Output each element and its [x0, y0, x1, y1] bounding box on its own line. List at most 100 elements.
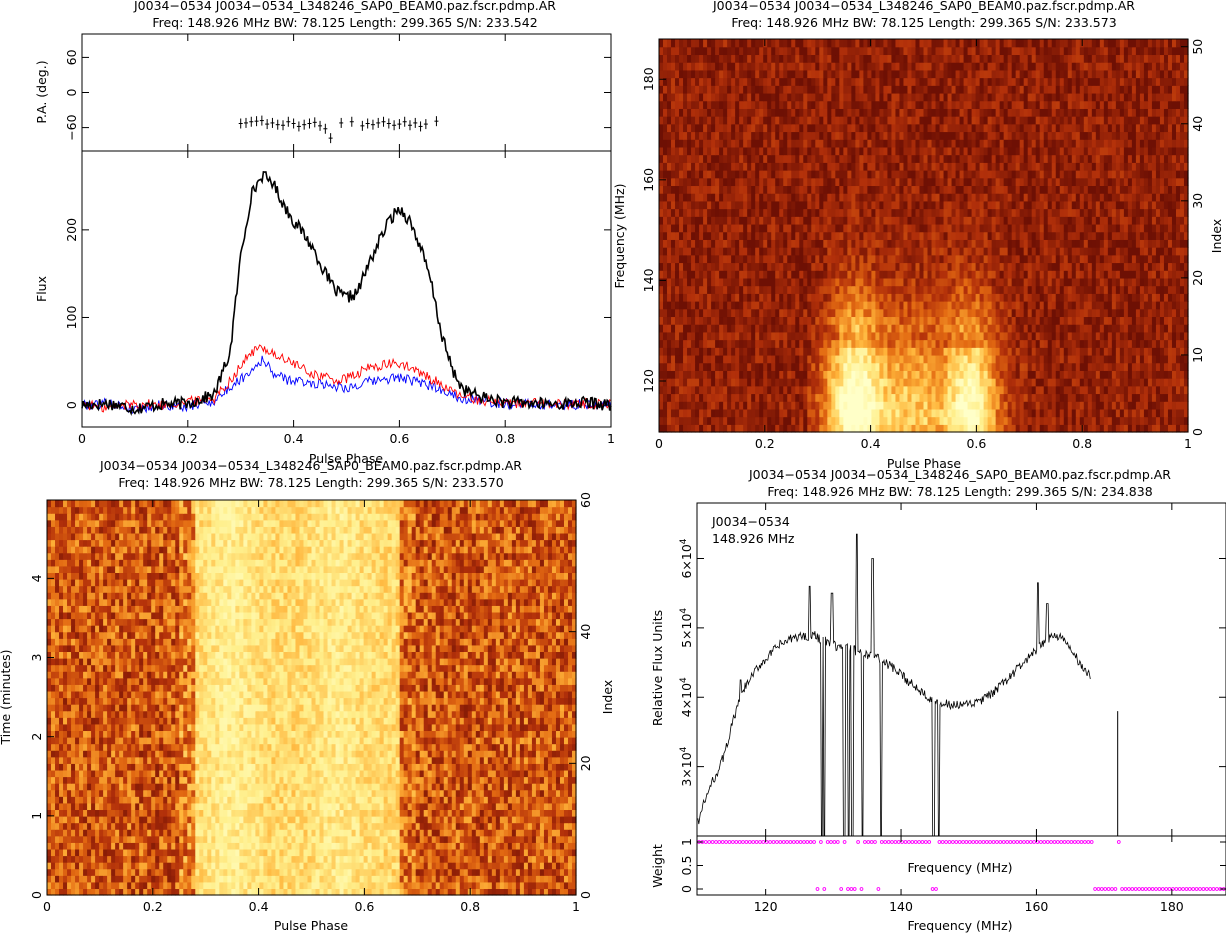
freq-phase-cell [1171, 408, 1177, 418]
freq-phase-cell [827, 339, 832, 348]
freq-phase-cell [1159, 223, 1165, 233]
freq-phase-cell [1075, 208, 1081, 217]
freq-phase-cell [995, 339, 1001, 348]
freq-phase-cell [971, 170, 977, 179]
freq-phase-cell [1047, 200, 1053, 210]
freq-phase-cell [1035, 370, 1041, 379]
freq-phase-cell [735, 193, 740, 202]
freq-phase-cell [859, 162, 864, 171]
freq-phase-cell [1099, 231, 1105, 240]
freq-phase-cell [791, 370, 796, 379]
freq-phase-cell [883, 277, 889, 287]
freq-phase-cell [771, 385, 776, 395]
freq-phase-cell [687, 200, 692, 210]
freq-phase-cell [871, 231, 877, 240]
freq-phase-cell [1083, 385, 1089, 395]
freq-phase-cell [939, 170, 945, 179]
freq-phase-cell [907, 408, 913, 418]
freq-phase-cell [967, 177, 973, 187]
freq-phase-cell [935, 162, 941, 171]
pa-y-tick-label: 60 [64, 49, 79, 65]
freq-phase-cell [1175, 339, 1181, 348]
freq-phase-cell [975, 285, 981, 294]
freq-phase-cell [1143, 408, 1149, 418]
freq-phase-cell [1043, 277, 1049, 287]
freq-phase-cell [791, 316, 796, 325]
freq-phase-cell [787, 239, 792, 248]
freq-phase-cell [991, 293, 997, 302]
freq-phase-cell [1159, 185, 1165, 194]
freq-phase-cell [687, 277, 692, 287]
freq-phase-cell [675, 216, 680, 225]
freq-phase-cell [1083, 416, 1089, 425]
freq-phase-cell [1175, 239, 1181, 248]
freq-phase-cell [939, 285, 945, 294]
freq-phase-cell [1147, 378, 1153, 387]
freq-phase-cell [991, 193, 997, 202]
freq-phase-cell [659, 239, 664, 248]
freq-phase-cell [911, 170, 917, 179]
freq-phase-cell [879, 239, 885, 248]
freq-phase-cell [1155, 316, 1161, 325]
freq-phase-cell [743, 277, 748, 287]
freq-phase-cell [663, 254, 668, 264]
freq-phase-cell [1119, 385, 1125, 395]
freq-phase-cell [831, 401, 836, 410]
freq-phase-cell [1143, 193, 1149, 202]
freq-phase-cell [979, 316, 985, 325]
freq-phase-cell [1011, 285, 1017, 294]
freq-phase-cell [743, 316, 748, 325]
freq-phase-cell [795, 270, 800, 279]
freq-phase-cell [1027, 277, 1033, 287]
freq-phase-cell [887, 208, 893, 217]
freq-phase-cell [975, 354, 981, 364]
freq-phase-cell [783, 154, 788, 163]
freq-phase-cell [1019, 408, 1025, 418]
freq-phase-cell [923, 424, 929, 433]
freq-phase-cell [1127, 270, 1133, 279]
freq-phase-cell [1099, 146, 1105, 156]
freq-phase-cell [1147, 223, 1153, 233]
freq-phase-cell [1047, 208, 1053, 217]
freq-phase-cell [1095, 401, 1101, 410]
freq-phase-cell [983, 154, 989, 163]
freq-phase-cell [787, 254, 792, 264]
freq-phase-cell [759, 216, 764, 225]
freq-phase-cell [1171, 277, 1177, 287]
freq-phase-cell [767, 393, 772, 402]
freq-phase-cell [1115, 239, 1121, 248]
freq-phase-cell [999, 216, 1005, 225]
profile-x-tick-label: 0.2 [178, 431, 198, 446]
freq-phase-cell [1051, 208, 1057, 217]
freq-phase-cell [1119, 262, 1125, 271]
freq-phase-cell [771, 223, 776, 233]
freq-phase-cell [839, 193, 844, 202]
freq-phase-cell [891, 239, 897, 248]
freq-phase-cell [691, 393, 696, 402]
freq-phase-cell [1067, 401, 1073, 410]
freq-phase-cell [687, 254, 692, 264]
freq-phase-cell [671, 254, 676, 264]
freq-phase-cell [1043, 362, 1049, 371]
freq-phase-cell [699, 239, 704, 248]
freq-phase-cell [831, 208, 836, 217]
freq-phase-cell [1159, 408, 1165, 418]
freq-phase-cell [899, 401, 905, 410]
freq-phase-cell [1099, 285, 1105, 294]
freq-phase-cell [695, 370, 700, 379]
freq-phase-cell [1011, 362, 1017, 371]
freq-phase-cell [707, 154, 712, 163]
freq-phase-cell [1003, 254, 1009, 264]
freq-phase-cell [687, 385, 692, 395]
freq-phase-cell [747, 324, 752, 333]
freq-phase-cell [919, 354, 925, 364]
freq-phase-cell [1075, 408, 1081, 418]
freq-phase-cell [1135, 193, 1141, 202]
freq-phase-cell [1087, 223, 1093, 233]
freq-phase-cell [791, 262, 796, 271]
freq-phase-cell [907, 354, 913, 364]
freq-phase-cell [1023, 247, 1029, 256]
freq-phase-cell [931, 316, 937, 325]
freq-phase-cell [819, 424, 824, 433]
freq-phase-cell [975, 424, 981, 433]
